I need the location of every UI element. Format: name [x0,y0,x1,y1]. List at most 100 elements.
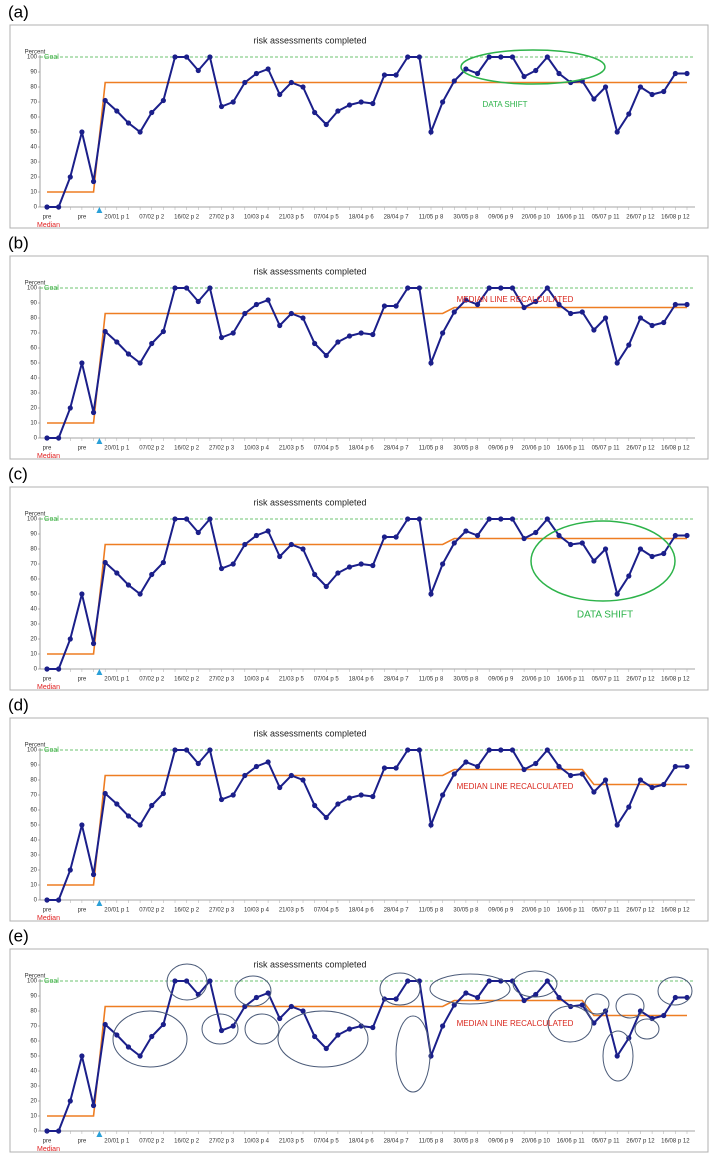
data-point [114,801,120,807]
data-point [626,573,632,579]
data-point [90,409,97,416]
annotation: MEDIAN LINE RECALCULATED [457,295,574,304]
data-point [486,285,492,291]
data-point [661,781,667,788]
y-tick-label: 90 [30,532,37,538]
data-point [102,790,108,797]
y-tick-label: 70 [30,331,37,337]
x-tick-label: 11/05 p 8 [419,677,444,683]
x-tick-label: 16/08 p 12 [661,1139,690,1145]
highlight-ellipse [201,1013,239,1045]
x-tick-label: 28/04 p 7 [384,908,410,914]
data-point [195,67,201,74]
x-tick-label: 07/02 p 2 [139,677,165,683]
data-point [335,108,341,114]
data-point [556,70,562,77]
data-point [509,285,516,291]
data-point [172,516,178,522]
x-tick-label: 09/06 p 9 [488,677,514,683]
data-point [684,70,690,77]
y-tick-label: 0 [34,667,38,673]
highlight-ellipse [395,1015,431,1093]
x-tick-label: pre [78,215,87,221]
x-tick-label: pre [43,1139,52,1145]
data-point [358,561,364,567]
y-tick-label: 50 [30,130,37,136]
data-point [474,70,481,77]
data-point [440,792,446,798]
data-point [602,546,609,552]
x-tick-label: pre [78,446,87,452]
chart: risk assessments completed Percent 0 10 20 30… [9,255,709,460]
start-marker [96,1131,103,1137]
x-tick-label: 20/06 p 10 [522,677,551,683]
x-tick-label: 20/01 p 1 [104,1139,130,1145]
highlight-ellipse [634,1018,660,1040]
data-point [463,990,469,996]
x-tick-label: 27/02 p 3 [209,215,235,221]
data-point [463,759,469,765]
data-point [533,298,539,305]
data-point [207,747,213,753]
data-point [137,591,143,597]
x-tick-label: pre [78,1139,87,1145]
x-tick-label: 28/04 p 7 [384,215,410,221]
x-tick-label: 30/05 p 8 [453,677,479,683]
data-point [661,1012,667,1019]
data-point [207,516,213,522]
y-tick-label: 80 [30,778,37,784]
x-tick-label: 10/03 p 4 [244,677,270,683]
panel: (c) risk assessments completed Percent 0 10 2… [8,464,709,691]
data-point [649,91,655,98]
data-point [672,70,678,77]
data-point [79,591,85,597]
data-point [405,516,411,522]
data-point [242,772,248,779]
chart: risk assessments completed Percent 0 10 20 30… [9,717,709,922]
data-point [125,813,132,819]
data-point [381,534,388,540]
data-point [498,54,504,60]
y-tick-label: 0 [34,898,38,904]
data-point [300,84,306,90]
x-tick-label: 21/03 p 5 [279,1139,305,1145]
x-tick-label: 28/04 p 7 [384,446,410,452]
data-point [486,516,492,522]
y-tick-label: 20 [30,637,37,643]
data-point [393,534,399,540]
data-point [218,334,225,341]
data-point [672,763,678,770]
data-point [393,996,399,1002]
data-point [114,108,120,114]
data-point [556,763,562,770]
x-tick-label: 16/06 p 11 [557,908,586,914]
y-tick-label: 30 [30,160,37,166]
data-point [509,747,516,753]
data-point [90,1102,97,1109]
chart-frame [9,486,709,691]
data-point [672,301,678,308]
data-point [626,342,632,348]
chart-frame [9,948,709,1153]
highlight-ellipse [602,1030,634,1082]
data-point [661,88,667,95]
y-tick-label: 100 [27,55,38,61]
data-point [253,70,260,77]
legend-label: Median [37,915,60,922]
y-tick-label: 40 [30,376,37,382]
y-tick-label: 90 [30,994,37,1000]
x-tick-label: 10/03 p 4 [244,1139,270,1145]
x-tick-label: 30/05 p 8 [453,1139,479,1145]
data-point [358,99,364,105]
y-tick-label: 20 [30,868,37,874]
data-point [184,285,190,291]
highlight-ellipse [234,975,272,1007]
data-point [56,204,62,210]
y-tick-label: 100 [27,517,38,523]
x-tick-label: 21/03 p 5 [279,215,305,221]
x-tick-label: 27/02 p 3 [209,446,235,452]
data-point [579,771,585,777]
y-tick-label: 40 [30,607,37,613]
data-point [661,319,667,326]
